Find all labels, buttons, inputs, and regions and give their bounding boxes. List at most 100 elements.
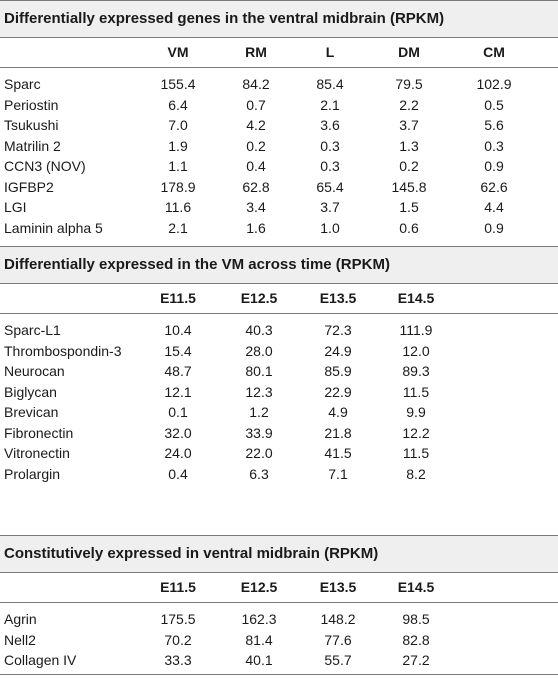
value-cell: 84.2 xyxy=(242,76,270,92)
column-header: E14.5 xyxy=(397,290,435,306)
gene-name: Neurocan xyxy=(4,363,65,379)
gene-name: Tsukushi xyxy=(4,117,59,133)
value-cell: 0.9 xyxy=(484,158,504,174)
value-cell: 178.9 xyxy=(160,178,196,195)
table-bottom-rule xyxy=(0,673,558,675)
value-cell: 1.9 xyxy=(168,137,188,154)
value-cell: 9.9 xyxy=(406,404,426,420)
table-row: Prolargin 0.4 6.3 7.1 8.2 xyxy=(0,465,558,485)
column-header: E13.5 xyxy=(319,579,357,595)
gene-name: Sparc-L1 xyxy=(4,322,61,338)
column-header: E14.5 xyxy=(397,579,435,595)
value-cell: 55.7 xyxy=(324,652,352,668)
value-cell: 15.4 xyxy=(164,342,192,359)
value-cell: 24.0 xyxy=(164,445,192,461)
value-cell: 3.6 xyxy=(320,117,340,133)
value-cell: 41.5 xyxy=(324,445,352,461)
value-cell: 11.6 xyxy=(164,199,192,215)
table-row: Matrilin 2 1.9 0.2 0.3 1.3 0.3 xyxy=(0,137,558,157)
value-cell: 81.4 xyxy=(245,631,273,648)
value-cell: 11.5 xyxy=(402,445,430,461)
table-row: Laminin alpha 5 2.1 1.6 1.0 0.6 0.9 xyxy=(0,219,558,239)
value-cell: 33.3 xyxy=(164,652,192,668)
table-row: IGFBP2 178.9 62.8 65.4 145.8 62.6 xyxy=(0,178,558,198)
section-title: Differentially expressed in the VM acros… xyxy=(4,256,390,273)
table-row: Sparc 155.4 84.2 85.4 79.5 102.9 xyxy=(0,75,558,95)
value-cell: 79.5 xyxy=(395,76,423,92)
value-cell: 0.2 xyxy=(246,137,266,154)
value-cell: 7.1 xyxy=(328,465,348,482)
value-cell: 7.0 xyxy=(168,117,188,133)
value-cell: 2.1 xyxy=(168,219,188,236)
value-cell: 12.1 xyxy=(164,383,192,400)
gene-name: Thrombospondin-3 xyxy=(4,342,122,359)
value-cell: 0.3 xyxy=(320,137,340,154)
value-cell: 155.4 xyxy=(160,76,196,92)
value-cell: 3.7 xyxy=(399,117,419,133)
column-header-row: E11.5 E12.5 E13.5 E14.5 xyxy=(0,573,558,603)
value-cell: 85.4 xyxy=(316,76,344,92)
table-row: Agrin 175.5 162.3 148.2 98.5 xyxy=(0,610,558,630)
gene-name: Sparc xyxy=(4,76,41,92)
gene-name: IGFBP2 xyxy=(4,178,54,195)
value-cell: 0.3 xyxy=(320,158,340,174)
column-header: L xyxy=(325,44,335,60)
value-cell: 111.9 xyxy=(399,322,433,338)
value-cell: 32.0 xyxy=(164,424,192,441)
column-header: RM xyxy=(245,44,267,60)
gene-name: LGI xyxy=(4,199,27,215)
table-row: Fibronectin 32.0 33.9 21.8 12.2 xyxy=(0,424,558,444)
table-row: Thrombospondin-3 15.4 28.0 24.9 12.0 xyxy=(0,342,558,362)
value-cell: 62.6 xyxy=(480,178,508,195)
value-cell: 102.9 xyxy=(476,76,512,92)
column-header: E13.5 xyxy=(319,290,357,306)
table-row: Tsukushi 7.0 4.2 3.6 3.7 5.6 xyxy=(0,116,558,136)
value-cell: 5.6 xyxy=(484,117,504,133)
value-cell: 0.2 xyxy=(399,158,419,174)
value-cell: 4.9 xyxy=(328,404,348,420)
table-row: Brevican 0.1 1.2 4.9 9.9 xyxy=(0,403,558,423)
section-header: Differentially expressed in the VM acros… xyxy=(0,246,558,284)
value-cell: 0.3 xyxy=(484,137,504,154)
value-cell: 8.2 xyxy=(406,465,426,482)
gene-name: Fibronectin xyxy=(4,424,74,441)
gene-name: Agrin xyxy=(4,611,37,627)
value-cell: 70.2 xyxy=(164,631,192,648)
value-cell: 80.1 xyxy=(245,363,273,379)
value-cell: 0.4 xyxy=(168,465,188,482)
value-cell: 22.0 xyxy=(245,445,273,461)
table-row: Vitronectin 24.0 22.0 41.5 11.5 xyxy=(0,444,558,464)
column-header: VM xyxy=(167,44,189,60)
column-header: E11.5 xyxy=(160,290,196,306)
value-cell: 98.5 xyxy=(402,611,430,627)
gene-name: Prolargin xyxy=(4,465,61,482)
value-cell: 3.7 xyxy=(320,199,340,215)
value-cell: 22.9 xyxy=(324,383,352,400)
gene-name: Collagen IV xyxy=(4,652,77,668)
value-cell: 85.9 xyxy=(324,363,352,379)
table-row: LGI 11.6 3.4 3.7 1.5 4.4 xyxy=(0,198,558,218)
value-cell: 0.7 xyxy=(246,96,266,113)
table-row: Nell2 70.2 81.4 77.6 82.8 xyxy=(0,631,558,651)
value-cell: 65.4 xyxy=(316,178,344,195)
section-header: Constitutively expressed in ventral midb… xyxy=(0,535,558,573)
value-cell: 10.4 xyxy=(164,322,192,338)
column-header-row: VM RM L DM CM xyxy=(0,38,558,68)
value-cell: 6.3 xyxy=(249,465,269,482)
value-cell: 1.3 xyxy=(399,137,419,154)
value-cell: 0.1 xyxy=(168,404,188,420)
value-cell: 1.6 xyxy=(246,219,266,236)
value-cell: 148.2 xyxy=(320,611,356,627)
column-header: E11.5 xyxy=(160,579,196,595)
gene-name: Laminin alpha 5 xyxy=(4,219,103,236)
value-cell: 12.0 xyxy=(402,342,430,359)
section-title: Constitutively expressed in ventral midb… xyxy=(4,545,379,562)
table-row: Sparc-L1 10.4 40.3 72.3 111.9 xyxy=(0,321,558,341)
gene-name: Matrilin 2 xyxy=(4,137,61,154)
gene-name: Biglycan xyxy=(4,383,57,400)
column-header: CM xyxy=(483,44,505,60)
value-cell: 12.2 xyxy=(402,424,430,441)
value-cell: 40.3 xyxy=(245,322,273,338)
value-cell: 77.6 xyxy=(324,631,352,648)
value-cell: 62.8 xyxy=(242,178,270,195)
